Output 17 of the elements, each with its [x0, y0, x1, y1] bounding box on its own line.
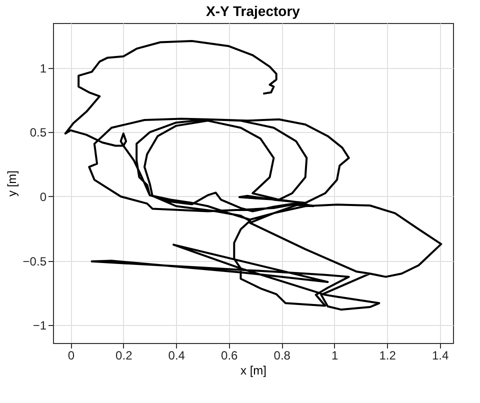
- chart-title: X-Y Trajectory: [206, 3, 300, 19]
- line-series: [64, 40, 442, 311]
- y-tick-label: 0: [40, 190, 47, 204]
- y-tick-label: −1: [32, 318, 47, 333]
- x-tick-label: 1: [332, 348, 338, 362]
- x-tick-label: 0: [68, 348, 75, 362]
- y-axis-title: y [m]: [4, 170, 19, 196]
- x-tick-label: 0.2: [116, 348, 133, 362]
- y-tick-label: 1: [40, 61, 47, 76]
- x-tick-label: 0.6: [221, 348, 238, 362]
- y-tick-label: 0.5: [30, 126, 47, 140]
- x-axis-title: x [m]: [240, 364, 266, 378]
- x-tick-label: 1.4: [432, 348, 449, 362]
- x-tick-label: 0.8: [274, 348, 291, 362]
- x-tick-label: 0.4: [168, 348, 186, 362]
- x-tick-label: 1.2: [379, 348, 396, 362]
- y-tick-label: −0.5: [22, 254, 47, 268]
